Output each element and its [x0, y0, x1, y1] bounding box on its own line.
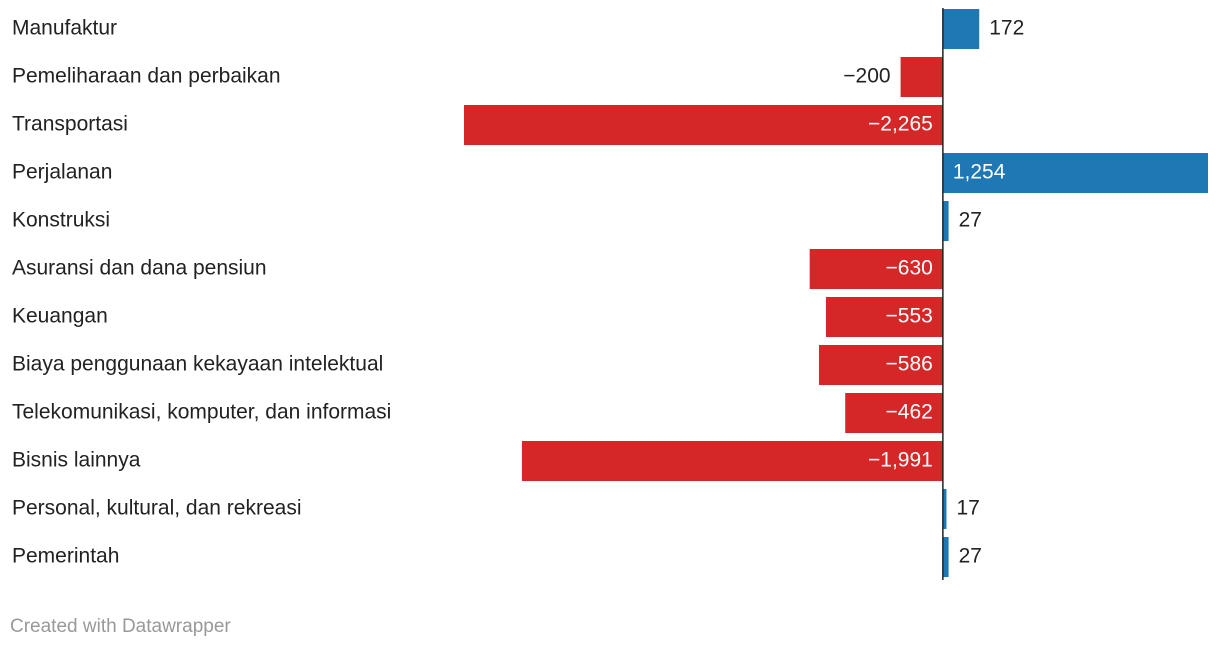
category-label: Pemeliharaan dan perbaikan: [12, 65, 281, 88]
bar: [521, 441, 943, 481]
bar: [942, 9, 980, 49]
category-label: Personal, kultural, dan rekreasi: [12, 497, 301, 520]
bar: [825, 297, 943, 337]
value-label: −200: [843, 65, 890, 88]
value-label: 17: [956, 497, 979, 520]
category-label: Pemerintah: [12, 545, 119, 568]
value-label: 27: [959, 209, 982, 232]
category-label: Biaya penggunaan kekayaan intelektual: [12, 353, 383, 376]
category-label: Bisnis lainnya: [12, 449, 141, 472]
bar: [942, 153, 1208, 193]
bar: [818, 345, 943, 385]
value-label: 27: [959, 545, 982, 568]
credit: Created with Datawrapper: [10, 616, 231, 637]
category-label: Perjalanan: [12, 161, 112, 184]
bar: [845, 393, 943, 433]
category-label: Konstruksi: [12, 209, 110, 232]
value-label: −553: [886, 305, 933, 328]
category-label: Keuangan: [12, 305, 108, 328]
category-label: Transportasi: [12, 113, 128, 136]
value-label: 1,254: [953, 161, 1006, 184]
value-label: −1,991: [868, 449, 933, 472]
category-label: Telekomunikasi, komputer, dan informasi: [12, 401, 391, 424]
bar: [942, 201, 949, 241]
value-label: 172: [989, 17, 1024, 40]
value-label: −630: [886, 257, 933, 280]
category-label: Manufaktur: [12, 17, 117, 40]
value-label: −2,265: [868, 113, 933, 136]
value-label: −586: [886, 353, 933, 376]
value-label: −462: [886, 401, 933, 424]
bar: [942, 537, 949, 577]
bar: [464, 105, 943, 145]
bar: [900, 57, 943, 97]
bar: [809, 249, 943, 289]
bar: [942, 489, 947, 529]
category-label: Asuransi dan dana pensiun: [12, 257, 267, 280]
